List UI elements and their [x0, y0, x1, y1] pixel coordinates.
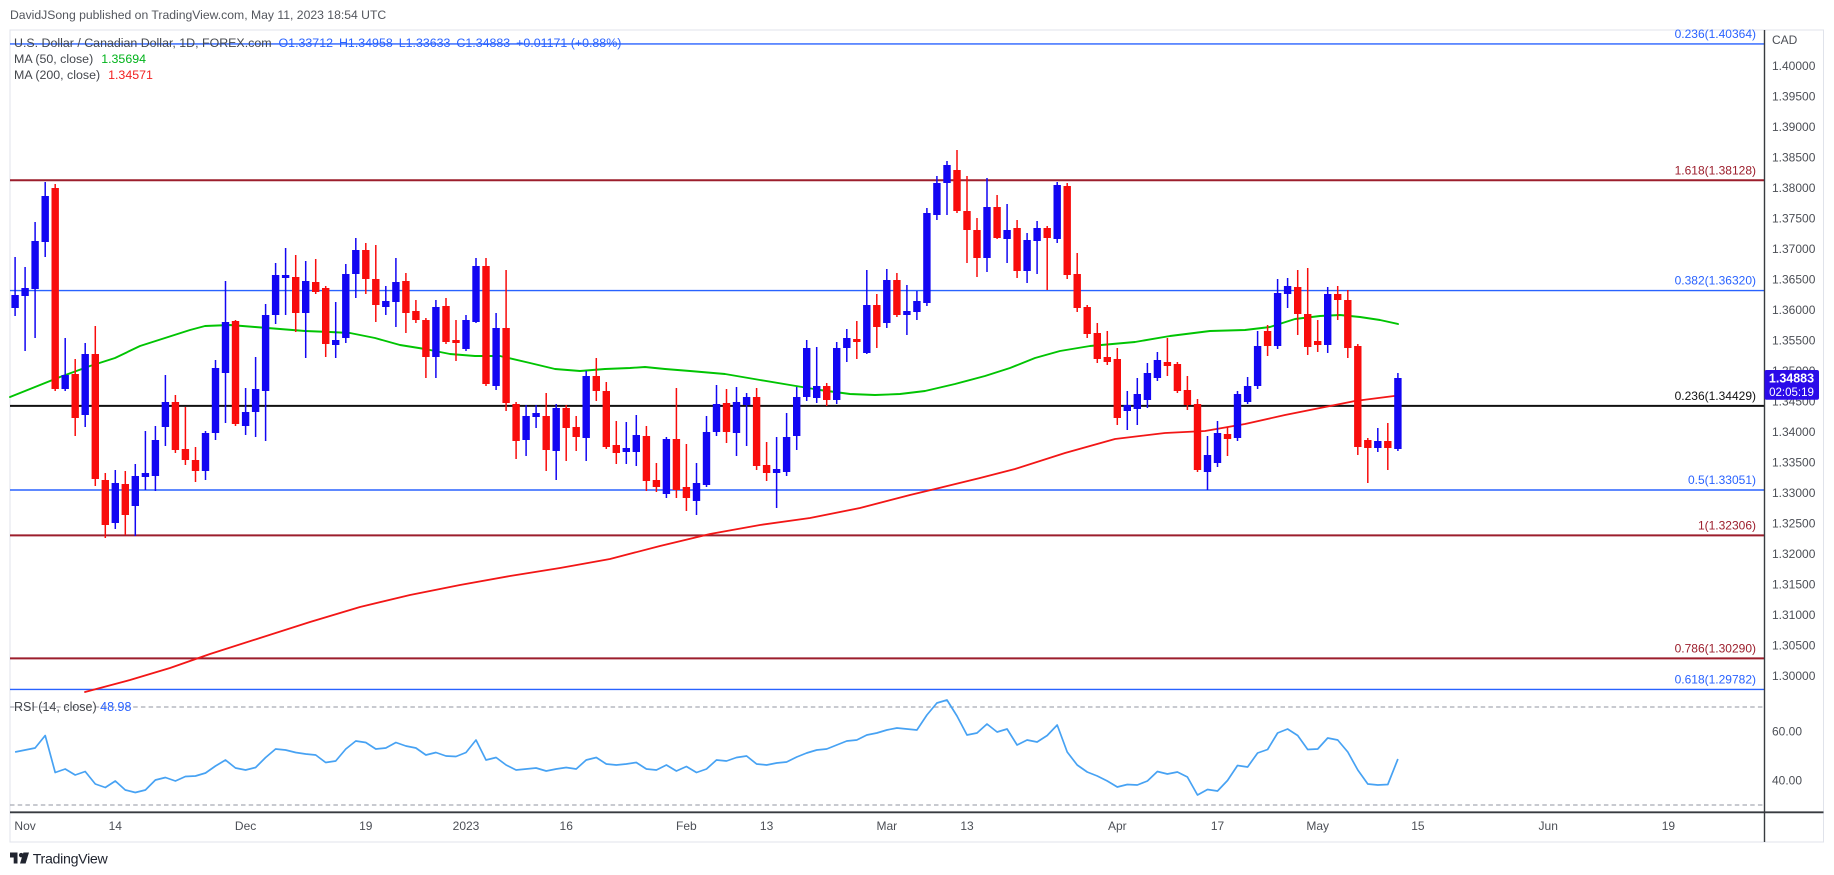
svg-text:14: 14	[109, 819, 123, 833]
svg-text:1.35500: 1.35500	[1772, 334, 1816, 348]
svg-text:0.382(1.36320): 0.382(1.36320)	[1675, 274, 1756, 288]
svg-text:0.236(1.40364): 0.236(1.40364)	[1675, 27, 1756, 41]
svg-text:0.618(1.29782): 0.618(1.29782)	[1675, 672, 1756, 686]
svg-text:U.S. Dollar / Canadian Dollar,: U.S. Dollar / Canadian Dollar, 1D, FOREX…	[14, 36, 621, 50]
svg-text:1.36500: 1.36500	[1772, 273, 1816, 287]
svg-text:40.00: 40.00	[1772, 774, 1802, 788]
svg-text:0.786(1.30290): 0.786(1.30290)	[1675, 641, 1756, 655]
svg-text:16: 16	[560, 819, 574, 833]
svg-text:Nov: Nov	[14, 819, 35, 833]
svg-text:1.37500: 1.37500	[1772, 212, 1816, 226]
svg-text:1.32500: 1.32500	[1772, 517, 1816, 531]
svg-text:Jun: Jun	[1539, 819, 1558, 833]
svg-text:1.618(1.38128): 1.618(1.38128)	[1675, 163, 1756, 177]
svg-text:1.37000: 1.37000	[1772, 242, 1816, 256]
svg-text:DavidJSong published on Tradin: DavidJSong published on TradingView.com,…	[10, 8, 386, 22]
svg-text:Apr: Apr	[1108, 819, 1127, 833]
svg-text:2023: 2023	[453, 819, 480, 833]
svg-text:0.5(1.33051): 0.5(1.33051)	[1688, 473, 1756, 487]
svg-text:1.34000: 1.34000	[1772, 425, 1816, 439]
svg-text:1.33500: 1.33500	[1772, 456, 1816, 470]
svg-text:Feb: Feb	[676, 819, 697, 833]
svg-text:1.31000: 1.31000	[1772, 608, 1816, 622]
svg-text:17: 17	[1211, 819, 1225, 833]
svg-text:13: 13	[760, 819, 774, 833]
svg-text:1(1.32306): 1(1.32306)	[1698, 518, 1756, 532]
svg-text:Dec: Dec	[235, 819, 256, 833]
svg-text:02:05:19: 02:05:19	[1769, 387, 1814, 399]
svg-text:RSI (14, close) 48.98: RSI (14, close) 48.98	[14, 700, 131, 714]
svg-text:CAD: CAD	[1772, 33, 1798, 47]
svg-text:1.39500: 1.39500	[1772, 90, 1816, 104]
svg-text:1.38000: 1.38000	[1772, 181, 1816, 195]
svg-text:MA (200, close)1.34571: MA (200, close) 1.34571	[14, 68, 153, 82]
svg-text:1.30500: 1.30500	[1772, 639, 1816, 653]
svg-text:1.36000: 1.36000	[1772, 303, 1816, 317]
svg-text:19: 19	[1662, 819, 1676, 833]
svg-text:1.32000: 1.32000	[1772, 547, 1816, 561]
svg-text:1.38500: 1.38500	[1772, 151, 1816, 165]
svg-text:0.236(1.34429): 0.236(1.34429)	[1675, 389, 1756, 403]
svg-text:13: 13	[960, 819, 974, 833]
svg-text:19: 19	[359, 819, 373, 833]
svg-text:60.00: 60.00	[1772, 725, 1802, 739]
svg-text:May: May	[1306, 819, 1329, 833]
svg-text:1.34883: 1.34883	[1769, 372, 1814, 386]
svg-text:1.30000: 1.30000	[1772, 669, 1816, 683]
svg-text:1.39000: 1.39000	[1772, 120, 1816, 134]
svg-text:1.31500: 1.31500	[1772, 578, 1816, 592]
svg-text:15: 15	[1411, 819, 1425, 833]
svg-text:1.40000: 1.40000	[1772, 59, 1816, 73]
svg-text:Mar: Mar	[876, 819, 897, 833]
svg-text:TradingView: TradingView	[33, 852, 109, 868]
svg-text:1.33000: 1.33000	[1772, 486, 1816, 500]
svg-text:MA (50, close)1.35694: MA (50, close) 1.35694	[14, 52, 146, 66]
